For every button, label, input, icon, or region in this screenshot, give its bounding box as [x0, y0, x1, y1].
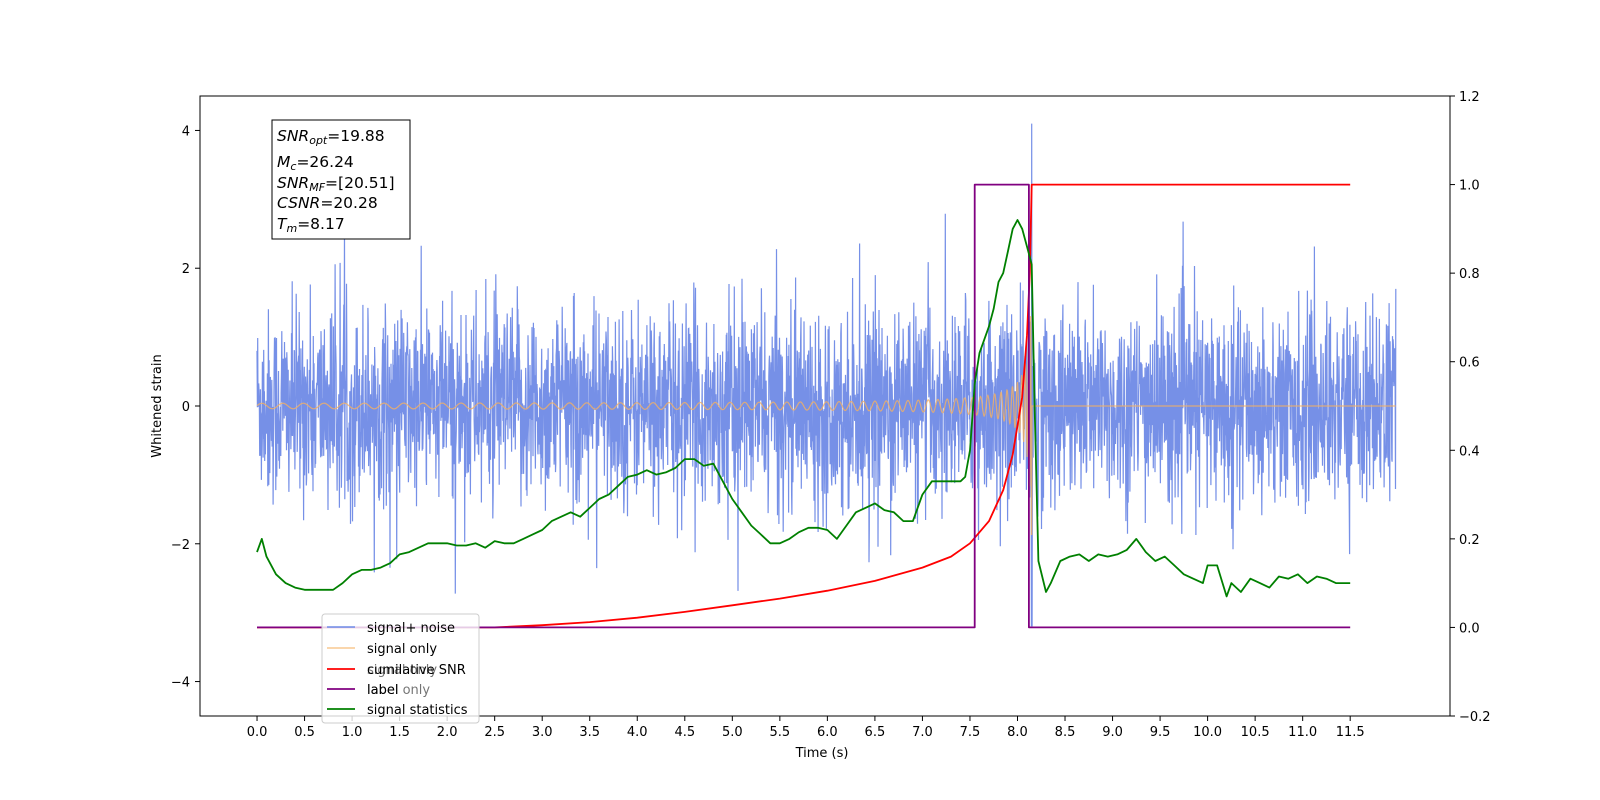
info-mc: Mc=26.24: [277, 153, 354, 173]
x-tick-label: 4.5: [674, 725, 695, 740]
legend-label: signal only: [367, 642, 437, 657]
info-mc-value: =26.24: [296, 153, 353, 171]
y-right-tick-label: 0.2: [1459, 533, 1480, 548]
legend-label: signal+ noise: [367, 621, 455, 636]
x-tick-label: 1.0: [342, 725, 363, 740]
series-label: [257, 183, 1351, 629]
x-tick-label: 5.5: [770, 725, 791, 740]
y-right-tick-label: 1.2: [1459, 90, 1480, 105]
y-axis-left-label: Whitened strain: [150, 354, 165, 457]
info-snr-opt: SNRopt=19.88: [277, 127, 385, 147]
x-tick-label: 9.5: [1150, 725, 1171, 740]
info-box-frame: [271, 119, 411, 240]
y-right-tick-label: 0.4: [1459, 444, 1480, 459]
series-cumulative-snr: [257, 183, 1351, 629]
x-tick-label: 2.5: [484, 725, 505, 740]
info-snr-mf-symbol: SNR: [277, 174, 309, 192]
y-axis-left: −4 −2 0 2 4: [171, 124, 200, 691]
x-tick-label: 11.0: [1288, 725, 1317, 740]
series-signal-only: [256, 316, 1396, 535]
info-tm-symbol: T: [277, 215, 288, 233]
x-tick-label: 11.5: [1336, 725, 1365, 740]
y-left-tick-label: −2: [171, 538, 190, 553]
info-mc-symbol: M: [277, 153, 290, 171]
legend: signal only label only signal+ noise sig…: [321, 613, 480, 724]
series-signal-statistics: [256, 219, 1351, 598]
x-tick-label: 8.5: [1055, 725, 1076, 740]
info-csnr: CSNR=20.28: [277, 194, 378, 212]
x-tick-label: 0.0: [247, 725, 268, 740]
x-tick-label: 8.0: [1007, 725, 1028, 740]
info-tm: Tm=8.17: [277, 215, 345, 235]
y-left-tick-label: 4: [182, 124, 190, 139]
info-snr-opt-symbol: SNR: [277, 127, 309, 145]
x-tick-label: 4.0: [627, 725, 648, 740]
info-snr-mf-value: =[20.51]: [325, 174, 394, 192]
x-axis: 0.0 0.5 1.0 1.5 2.0 2.5 3.0 3.5 4.0 4.5 5.0 5.5 6.0 6…: [247, 716, 1365, 740]
info-snr-opt-value: =19.88: [327, 127, 384, 145]
legend-frame: [321, 613, 480, 724]
x-tick-label: 2.0: [437, 725, 458, 740]
info-tm-subscript: m: [286, 222, 297, 235]
legend-label: label: [367, 683, 398, 698]
info-mc-subscript: c: [290, 160, 296, 173]
legend-ghost-text: signal only: [367, 663, 437, 678]
info-snr-opt-subscript: opt: [309, 134, 328, 147]
y-axis-right: −0.2 0.0 0.2 0.4 0.6 0.8 1.0 1.2: [1450, 90, 1491, 725]
info-csnr-value: =20.28: [320, 194, 377, 212]
x-tick-label: 6.0: [817, 725, 838, 740]
legend-label: cumilative SNR: [367, 663, 466, 678]
legend-label: signal statistics: [367, 703, 468, 718]
y-right-tick-label: 0.6: [1459, 356, 1480, 371]
x-tick-label: 7.5: [960, 725, 981, 740]
x-axis-label: Time (s): [795, 746, 849, 761]
x-tick-label: 3.5: [579, 725, 600, 740]
info-csnr-symbol: CSNR: [277, 194, 320, 212]
y-left-tick-label: 0: [182, 400, 190, 415]
info-box: SNRopt=19.88 Mc=26.24 SNRMF=[20.51] CSNR…: [271, 119, 411, 240]
info-snr-mf-subscript: MF: [309, 181, 325, 194]
x-tick-label: 3.0: [532, 725, 553, 740]
y-left-tick-label: −4: [171, 676, 190, 691]
x-tick-label: 10.5: [1241, 725, 1270, 740]
y-right-tick-label: 0.0: [1459, 621, 1480, 636]
x-tick-label: 0.5: [294, 725, 315, 740]
y-right-tick-label: 1.0: [1459, 179, 1480, 194]
y-right-tick-label: 0.8: [1459, 267, 1480, 282]
info-snr-mf: SNRMF=[20.51]: [277, 174, 395, 194]
x-tick-label: 6.5: [865, 725, 886, 740]
y-left-tick-label: 2: [182, 262, 190, 277]
info-tm-value: =8.17: [297, 215, 345, 233]
x-tick-label: 9.0: [1102, 725, 1123, 740]
x-tick-label: 10.0: [1193, 725, 1222, 740]
legend-ghost-text: label only: [367, 683, 430, 698]
x-tick-label: 7.0: [912, 725, 933, 740]
series-layer: [256, 123, 1397, 629]
y-right-tick-label: −0.2: [1459, 710, 1491, 725]
x-tick-label: 5.0: [722, 725, 743, 740]
x-tick-label: 1.5: [389, 725, 410, 740]
